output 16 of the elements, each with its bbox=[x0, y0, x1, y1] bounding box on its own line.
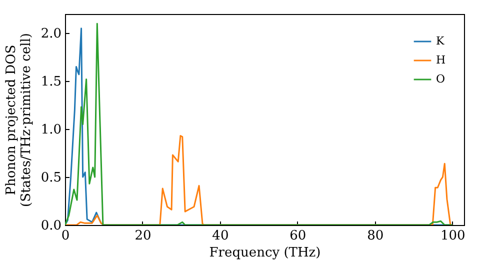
legend-label: O bbox=[436, 72, 446, 86]
y-tick-label: 1.0 bbox=[40, 122, 62, 138]
x-tick-label: 40 bbox=[212, 228, 229, 244]
legend-label: K bbox=[436, 34, 445, 48]
y-tick-label: 0.5 bbox=[40, 170, 62, 186]
y-tick-label: 2.0 bbox=[40, 26, 62, 42]
y-tick-label: 0.0 bbox=[40, 218, 62, 234]
x-tick-label: 100 bbox=[440, 228, 466, 244]
legend-label: H bbox=[436, 54, 446, 66]
y-axis-title: Phonon projected DOS (States/THz·primitive cell) bbox=[4, 32, 34, 208]
x-tick-label: 20 bbox=[134, 228, 152, 244]
x-tick-label: 60 bbox=[290, 228, 306, 244]
y-tick-label: 1.5 bbox=[40, 74, 62, 90]
x-axis-title: Frequency (THz) bbox=[209, 246, 321, 260]
x-tick-label: 0 bbox=[61, 228, 70, 244]
x-tick-label: 80 bbox=[367, 228, 384, 244]
